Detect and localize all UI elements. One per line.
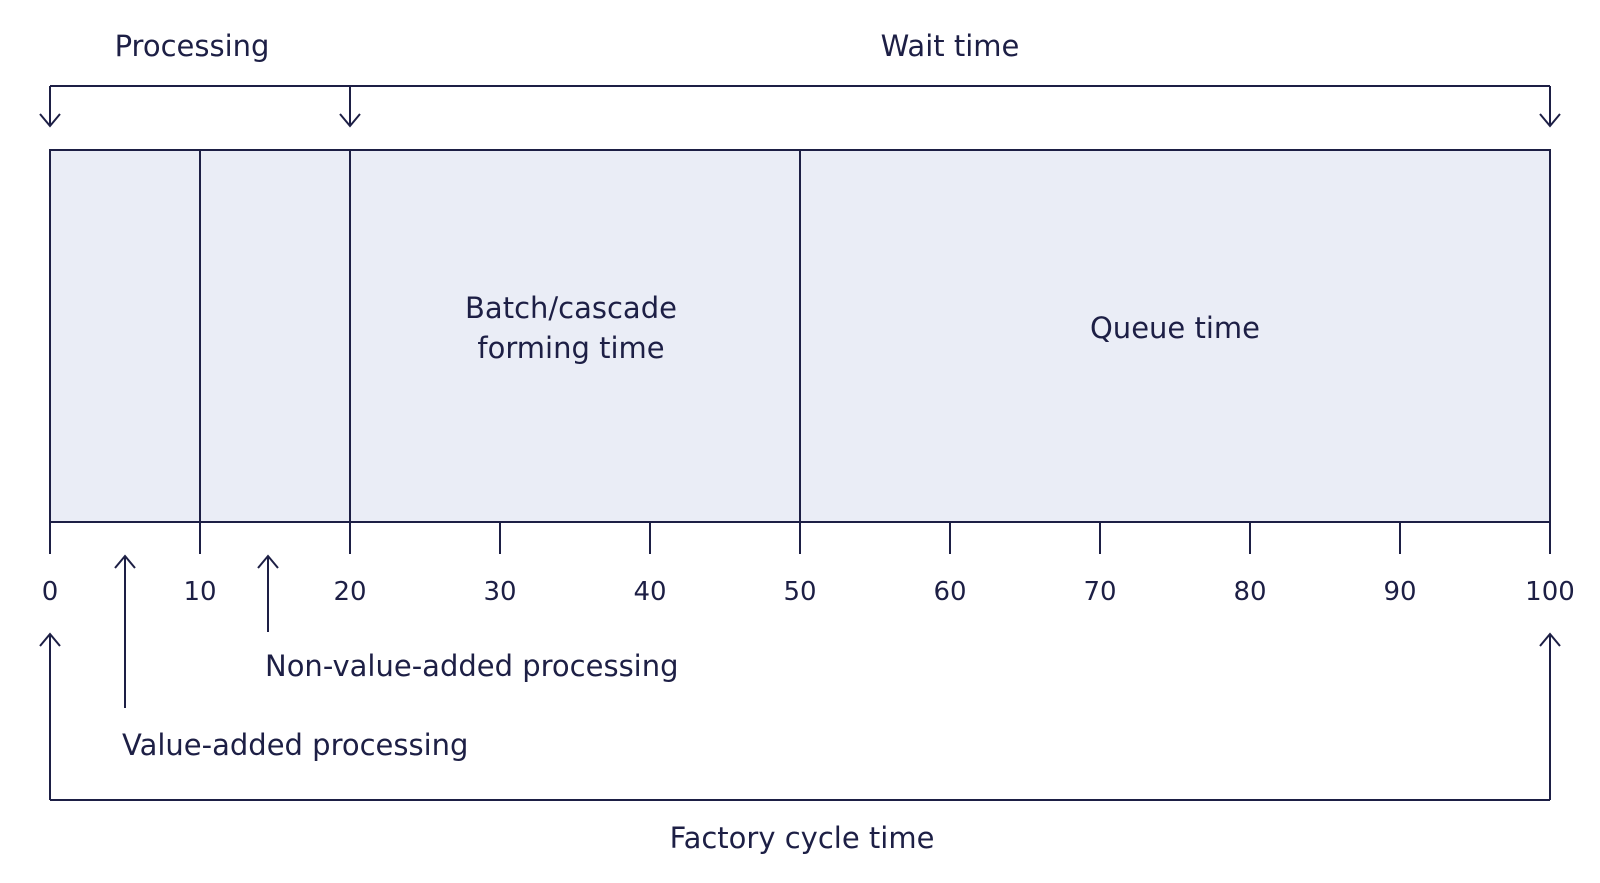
axis-tick-label: 70 [1083,577,1116,607]
value-added-label: Value-added processing [122,728,468,762]
non-value-added-label: Non-value-added processing [265,649,679,683]
axis-tick-label: 20 [333,577,366,607]
up-arrow-icon [1539,632,1561,647]
down-arrow-icon [39,113,61,128]
up-arrow-icon [257,554,279,569]
axis-tick-label: 40 [633,577,666,607]
batch-forming-label-line2: forming time [477,331,664,365]
processing-label: Processing [115,29,270,63]
down-arrow-icon [1539,113,1561,128]
bottom-bracket [39,632,1561,801]
axis-tick-label: 30 [483,577,516,607]
factory-cycle-time-label: Factory cycle time [670,821,935,855]
top-bracket [39,85,1561,128]
axis-tick-label: 10 [183,577,216,607]
axis-tick-label: 80 [1233,577,1266,607]
value-added-arrow [114,554,136,708]
wait-time-label: Wait time [881,29,1020,63]
axis-tick-label: 0 [42,577,59,607]
up-arrow-icon [39,632,61,647]
axis-tick-label: 60 [933,577,966,607]
axis-tick-label: 100 [1525,577,1575,607]
batch-forming-label-line1: Batch/cascade [465,291,677,325]
down-arrow-icon [339,113,361,128]
axis-ticks: 0 10 20 30 40 50 60 70 80 90 100 [42,522,1575,607]
axis-tick-label: 90 [1383,577,1416,607]
non-value-added-arrow [257,554,279,632]
queue-time-label: Queue time [1090,311,1260,345]
up-arrow-icon [114,554,136,569]
axis-tick-label: 50 [783,577,816,607]
